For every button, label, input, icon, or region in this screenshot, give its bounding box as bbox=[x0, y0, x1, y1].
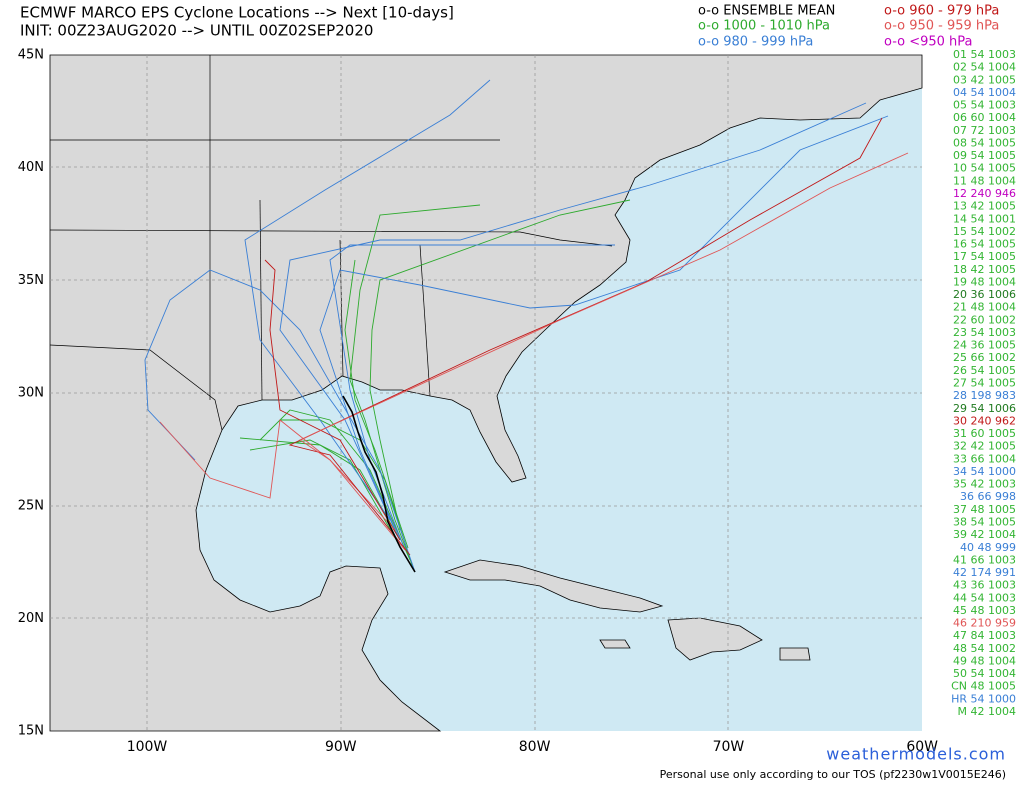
member-label: 33 66 1004 bbox=[953, 452, 1016, 465]
member-label: 38 54 1005 bbox=[953, 515, 1016, 528]
lat-label: 40N bbox=[18, 160, 44, 175]
member-label: 28 198 983 bbox=[953, 389, 1016, 402]
member-label: 48 54 1002 bbox=[953, 642, 1016, 655]
lon-label: 60W bbox=[906, 739, 938, 755]
member-label: 24 36 1005 bbox=[953, 339, 1016, 352]
member-label: 06 60 1004 bbox=[953, 111, 1016, 124]
member-label: 49 48 1004 bbox=[953, 654, 1016, 667]
member-label: 37 48 1005 bbox=[953, 503, 1016, 516]
member-label: 19 48 1004 bbox=[953, 275, 1016, 288]
member-label: 18 42 1005 bbox=[953, 263, 1016, 276]
land bbox=[49, 54, 923, 732]
member-label: 47 84 1003 bbox=[953, 629, 1016, 642]
member-label: 10 54 1005 bbox=[953, 162, 1016, 175]
member-label: HR 54 1000 bbox=[951, 692, 1016, 705]
member-label: 07 72 1003 bbox=[953, 124, 1016, 137]
member-label: 42 174 991 bbox=[953, 566, 1016, 579]
member-label: 08 54 1005 bbox=[953, 136, 1016, 149]
member-label: 36 66 998 bbox=[960, 490, 1016, 503]
member-label: 20 36 1006 bbox=[953, 288, 1016, 301]
member-label: 22 60 1002 bbox=[953, 313, 1016, 326]
lon-label: 70W bbox=[713, 739, 745, 755]
member-label: 12 240 946 bbox=[953, 187, 1016, 200]
member-label: 05 54 1003 bbox=[953, 99, 1016, 112]
legend-entry: o-o <950 hPa bbox=[884, 35, 973, 50]
member-label: 35 42 1003 bbox=[953, 478, 1016, 491]
member-label: 43 36 1003 bbox=[953, 579, 1016, 592]
member-label: 02 54 1004 bbox=[953, 61, 1016, 74]
member-label: CN 48 1005 bbox=[951, 680, 1016, 693]
lat-label: 35N bbox=[18, 273, 44, 288]
lat-label: 15N bbox=[18, 724, 44, 739]
tos-notice: Personal use only according to our TOS (… bbox=[660, 768, 1006, 781]
site-name: weathermodels.com bbox=[826, 745, 1006, 764]
member-label: 04 54 1004 bbox=[953, 86, 1016, 99]
member-label: 44 54 1003 bbox=[953, 591, 1016, 604]
borders bbox=[49, 55, 613, 431]
member-label: 32 42 1005 bbox=[953, 440, 1016, 453]
member-label: 40 48 999 bbox=[960, 541, 1016, 554]
lat-label: 25N bbox=[18, 498, 44, 513]
member-label: 09 54 1005 bbox=[953, 149, 1016, 162]
member-label: 15 54 1002 bbox=[953, 225, 1016, 238]
lat-label: 20N bbox=[18, 611, 44, 626]
member-label: 26 54 1005 bbox=[953, 364, 1016, 377]
lon-label: 100W bbox=[127, 739, 168, 755]
member-label: 39 42 1004 bbox=[953, 528, 1016, 541]
subtitle: INIT: 00Z23AUG2020 --> UNTIL 00Z02SEP202… bbox=[20, 22, 373, 40]
member-label: 27 54 1005 bbox=[953, 377, 1016, 390]
member-label: 30 240 962 bbox=[953, 414, 1016, 427]
lat-label: 45N bbox=[18, 48, 44, 63]
member-label: 11 48 1004 bbox=[953, 174, 1016, 187]
member-label: 01 54 1003 bbox=[953, 48, 1016, 61]
member-label: 03 42 1005 bbox=[953, 73, 1016, 86]
legend-entry: o-o 1000 - 1010 hPa bbox=[698, 19, 830, 34]
legend-entry: o-o 960 - 979 hPa bbox=[884, 4, 999, 19]
member-label: 50 54 1004 bbox=[953, 667, 1016, 680]
lon-label: 90W bbox=[325, 739, 357, 755]
lon-label: 80W bbox=[519, 739, 551, 755]
legend-entry: o-o 950 - 959 hPa bbox=[884, 19, 999, 34]
member-label: 16 54 1005 bbox=[953, 238, 1016, 251]
member-label: M 42 1004 bbox=[958, 705, 1016, 718]
lat-label: 30N bbox=[18, 386, 44, 401]
member-label: 13 42 1005 bbox=[953, 200, 1016, 213]
member-label: 21 48 1004 bbox=[953, 301, 1016, 314]
member-label: 14 54 1001 bbox=[953, 212, 1016, 225]
member-label: 41 66 1003 bbox=[953, 553, 1016, 566]
member-label: 31 60 1005 bbox=[953, 427, 1016, 440]
member-label: 23 54 1003 bbox=[953, 326, 1016, 339]
member-label: 45 48 1003 bbox=[953, 604, 1016, 617]
legend-entry: o-o 980 - 999 hPa bbox=[698, 35, 813, 50]
member-label: 34 54 1000 bbox=[953, 465, 1016, 478]
title: ECMWF MARCO EPS Cyclone Locations --> Ne… bbox=[20, 4, 454, 22]
legend-entry: o-o ENSEMBLE MEAN bbox=[698, 4, 835, 19]
tracks bbox=[144, 79, 909, 573]
member-label: 29 54 1006 bbox=[953, 402, 1016, 415]
member-label: 17 54 1005 bbox=[953, 250, 1016, 263]
member-label: 25 66 1002 bbox=[953, 351, 1016, 364]
member-label: 46 210 959 bbox=[953, 617, 1016, 630]
